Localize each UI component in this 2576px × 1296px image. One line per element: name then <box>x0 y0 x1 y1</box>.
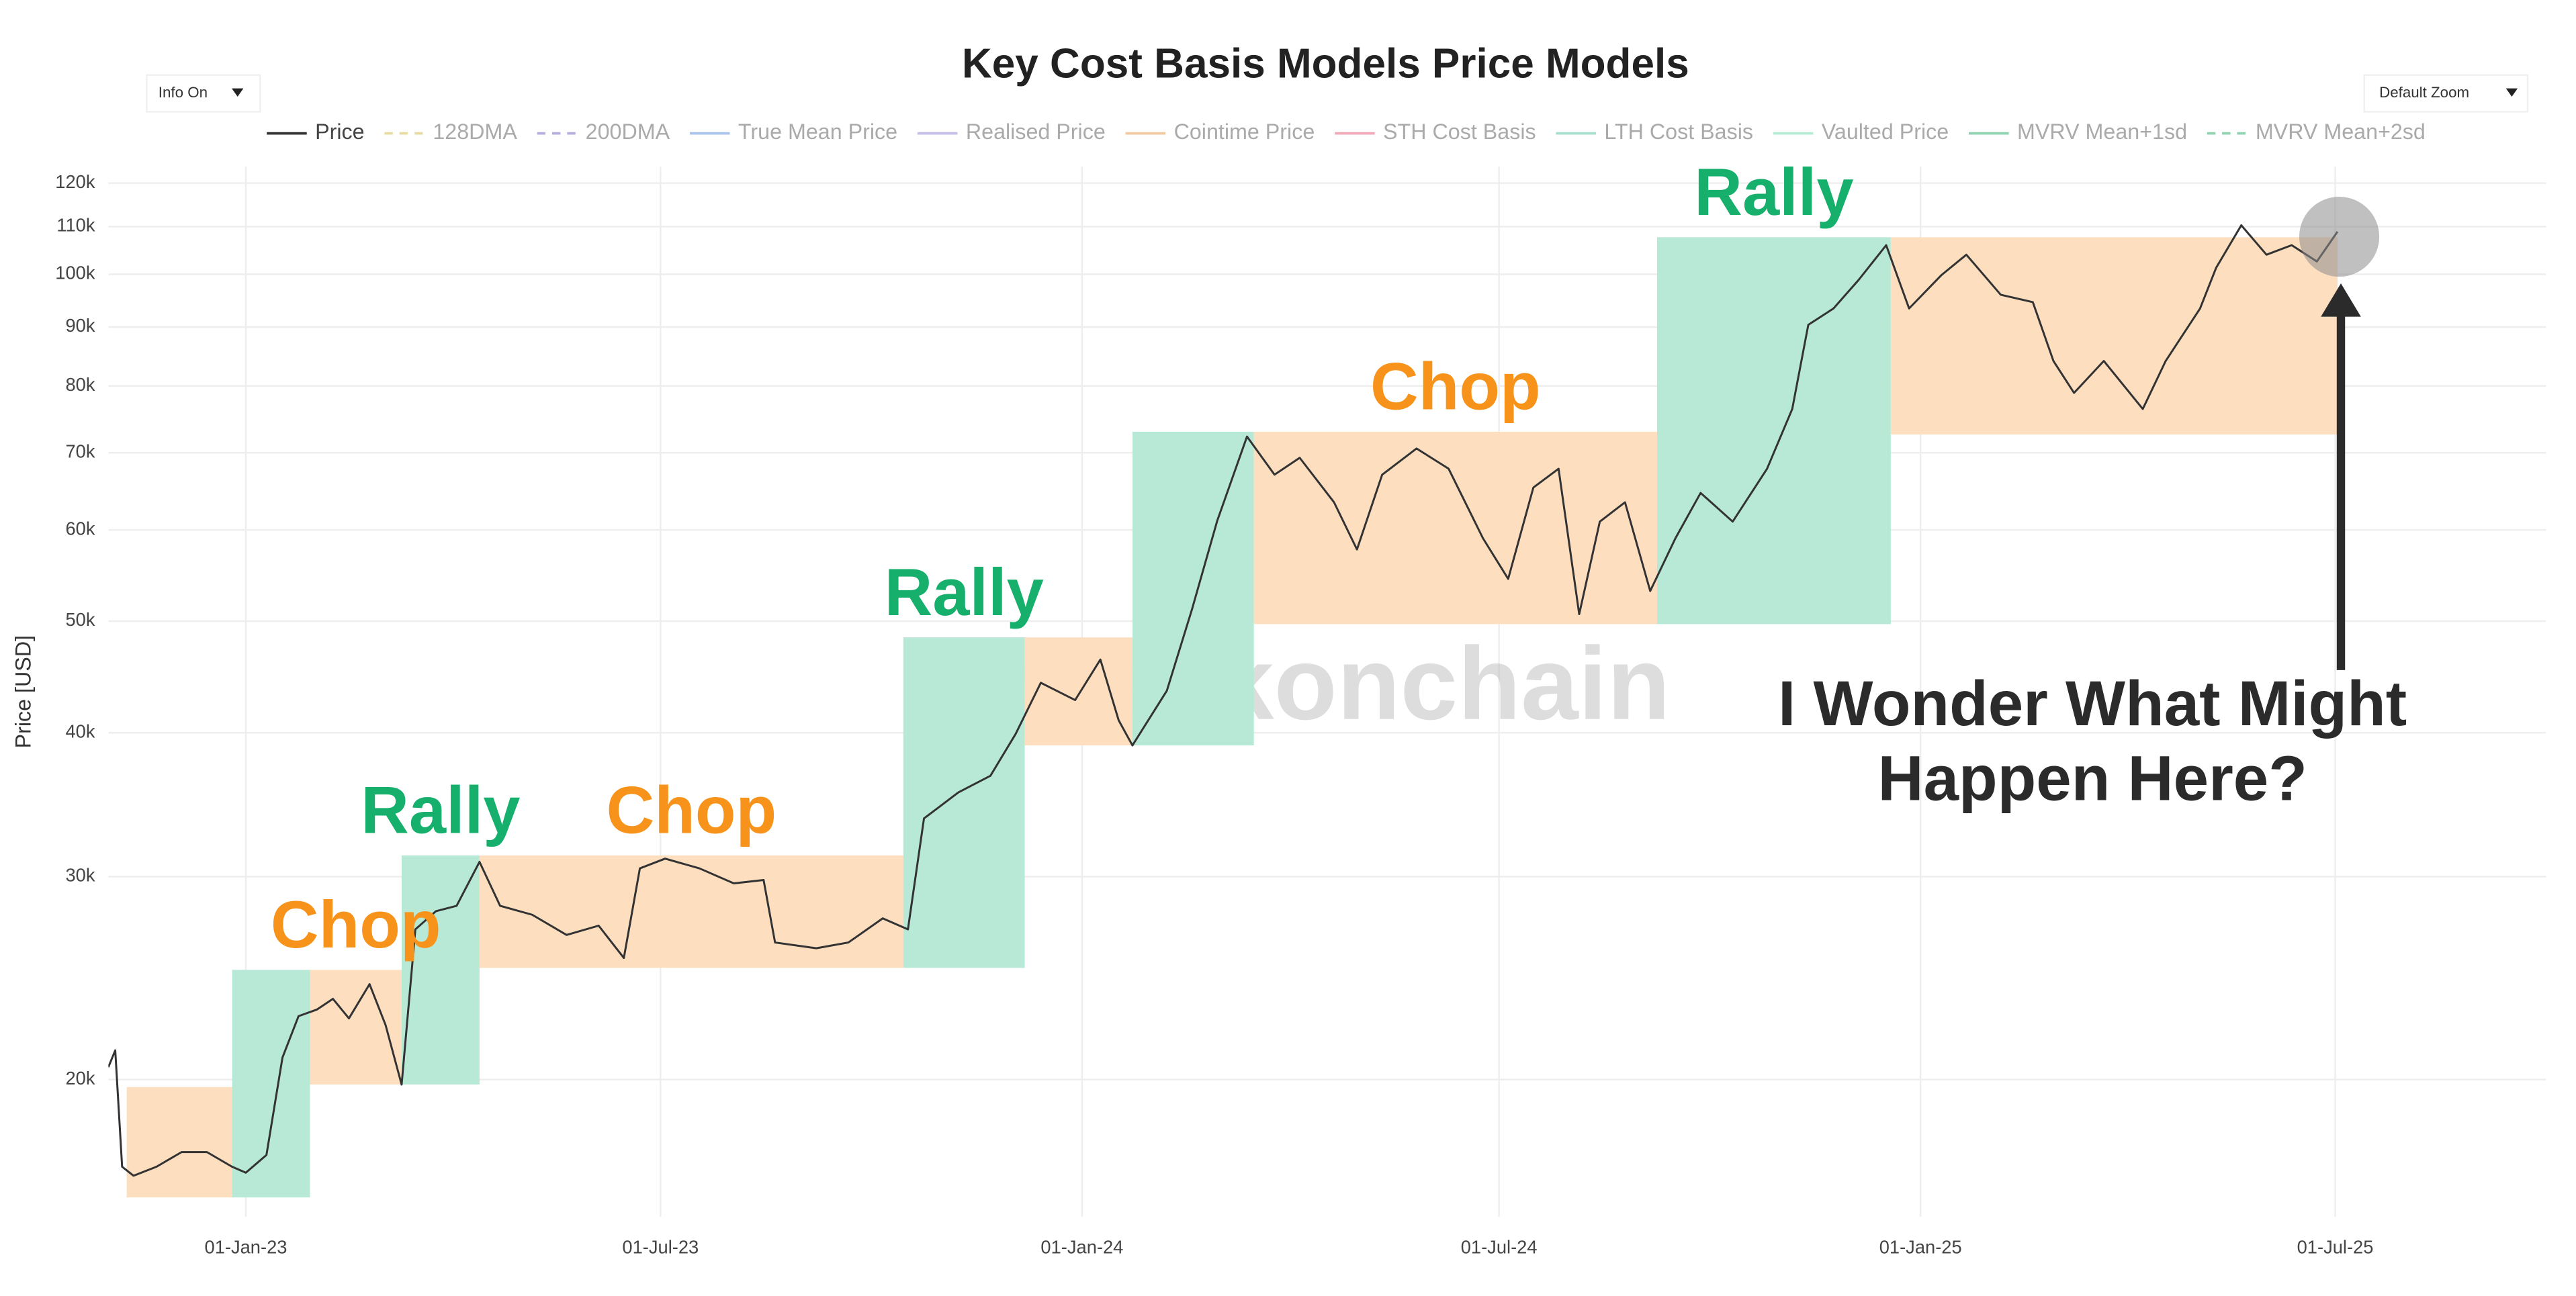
zone <box>310 970 402 1085</box>
zones <box>126 237 2338 1198</box>
dropdown-arrow <box>2505 88 2518 97</box>
legend-label: 128DMA <box>433 120 517 144</box>
legend-label: LTH Cost Basis <box>1604 120 1753 144</box>
legend-label: Cointime Price <box>1174 120 1315 144</box>
y-tick-label: 40k <box>65 721 95 741</box>
y-tick-label: 100k <box>55 263 95 283</box>
x-tick-label: 01-Jul-25 <box>2297 1236 2374 1257</box>
annotation-arrowhead <box>2321 283 2361 317</box>
zone <box>1890 237 2338 435</box>
y-tick-label: 60k <box>65 518 95 539</box>
zone-label: Chop <box>607 774 777 848</box>
zone <box>479 855 903 968</box>
y-tick-label: 20k <box>65 1068 95 1089</box>
zone-label: Chop <box>271 888 441 962</box>
series <box>108 224 2339 1177</box>
legend-label: Vaulted Price <box>1822 120 1949 144</box>
dropdown-arrow <box>232 88 244 97</box>
zone-label: Rally <box>361 774 520 848</box>
legend: Price 128DMA 200DMA True Mean Price Realised… <box>267 120 2426 144</box>
y-tick-label: 90k <box>65 315 95 336</box>
legend-label: Realised Price <box>966 120 1106 144</box>
labels: Chop Rally Chop Rally Chop Rally <box>271 155 1854 962</box>
chart-title: Key Cost Basis Models Price Models <box>962 41 1689 87</box>
y-axis-label: Price [USD] <box>11 635 36 748</box>
y-tick-label: 110k <box>56 215 95 236</box>
dropdown-label[interactable]: Info On <box>159 84 208 101</box>
zoom-dropdown[interactable]: Default Zoom <box>2363 74 2529 113</box>
legend-label: 200DMA <box>586 120 670 144</box>
y-tick-label: 80k <box>65 374 95 395</box>
zone <box>401 855 480 1085</box>
zone <box>1132 431 1254 746</box>
y-tick-label: 30k <box>65 865 95 886</box>
zone-label: Chop <box>1370 350 1541 424</box>
zone <box>1656 237 1891 624</box>
zone <box>903 637 1025 968</box>
annotation-text: Happen Here? <box>1877 743 2307 814</box>
x-tick-label: 01-Jan-25 <box>1879 1236 1962 1257</box>
x-tick-label: 01-Jul-23 <box>622 1236 699 1257</box>
zone <box>1253 431 1657 624</box>
legend-label: True Mean Price <box>738 120 897 144</box>
zone-label: Rally <box>1694 155 1853 230</box>
y-tick-label: 120k <box>55 171 95 192</box>
legend-label: STH Cost Basis <box>1383 120 1536 144</box>
legend-label: Price <box>315 120 364 144</box>
dropdown-label[interactable]: Default Zoom <box>2379 84 2469 101</box>
y-tick-label: 50k <box>65 609 95 630</box>
x-tick-label: 01-Jan-24 <box>1040 1236 1123 1257</box>
y-tick-label: 70k <box>65 441 95 461</box>
highlight-circle <box>2299 196 2380 277</box>
legend-label: MVRV Mean+2sd <box>2256 120 2426 144</box>
legend-label: MVRV Mean+1sd <box>2017 120 2187 144</box>
zone <box>232 970 310 1198</box>
price-line <box>108 224 2339 1177</box>
zone <box>126 1086 232 1198</box>
annotation-text: I Wonder What Might <box>1778 668 2407 739</box>
info-dropdown[interactable]: Info On <box>146 74 261 113</box>
x-tick-label: 01-Jan-23 <box>205 1236 287 1257</box>
zone-label: Rally <box>885 555 1044 630</box>
dropdown-box[interactable] <box>2363 74 2529 113</box>
x-tick-label: 01-Jul-24 <box>1461 1236 1538 1257</box>
dropdown-box[interactable] <box>146 74 261 113</box>
zone <box>1024 637 1132 746</box>
